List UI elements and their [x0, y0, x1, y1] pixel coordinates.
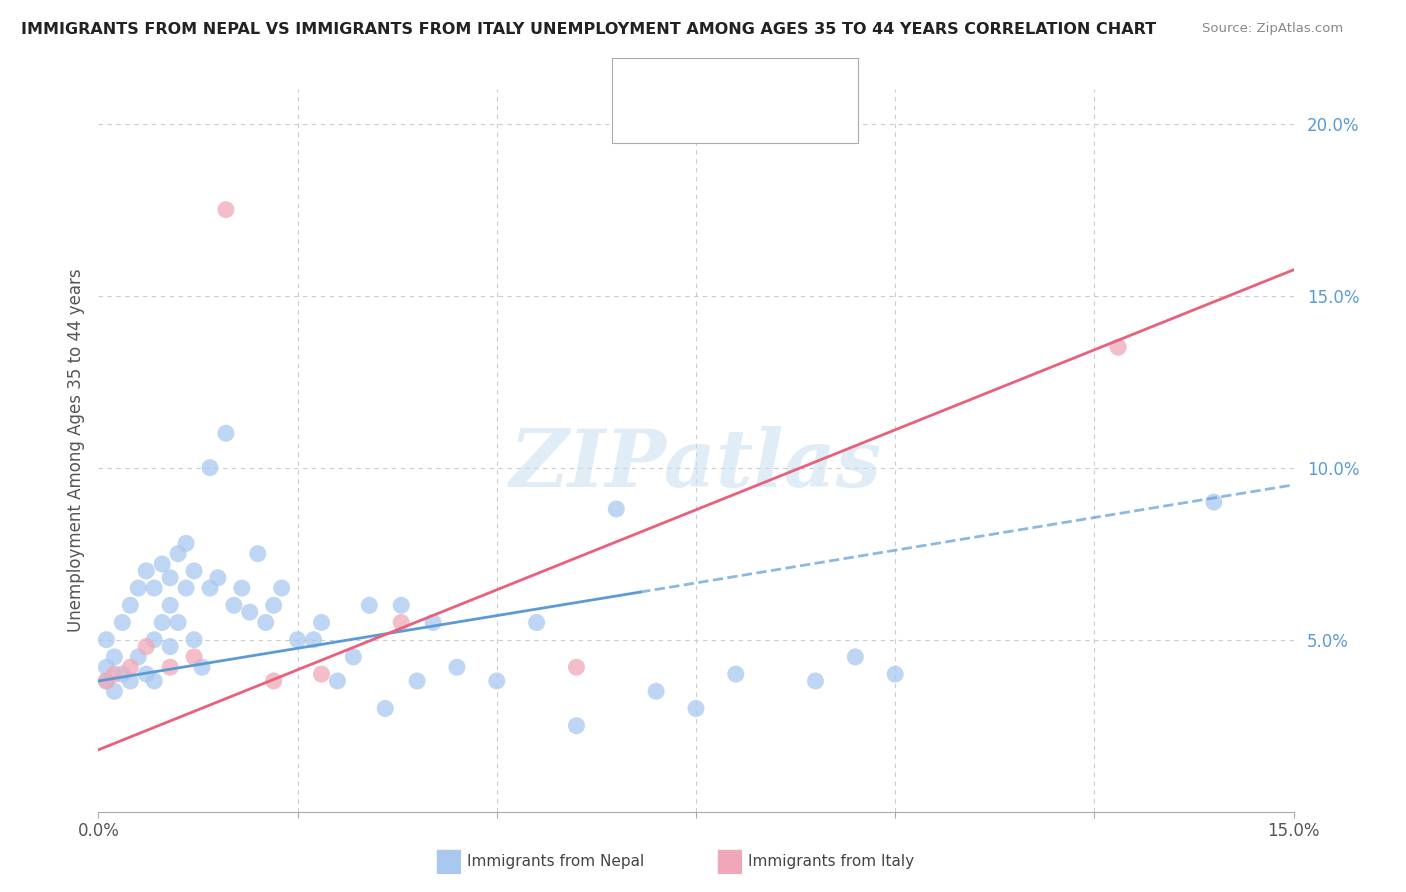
- Point: [605, 502, 627, 516]
- Point: [111, 667, 134, 681]
- Text: 0.228: 0.228: [689, 77, 737, 92]
- Text: R =: R =: [657, 109, 690, 124]
- Point: [359, 599, 381, 613]
- Text: Immigrants from Italy: Immigrants from Italy: [748, 855, 914, 869]
- Point: [143, 581, 166, 595]
- Point: [311, 615, 333, 630]
- Point: [1107, 340, 1129, 354]
- Point: [526, 615, 548, 630]
- Point: [374, 701, 396, 715]
- Point: [263, 673, 285, 688]
- Point: [565, 719, 588, 733]
- Point: [389, 599, 412, 613]
- FancyBboxPatch shape: [627, 72, 652, 96]
- Point: [183, 649, 205, 664]
- Point: [174, 536, 197, 550]
- Text: 0.585: 0.585: [689, 109, 737, 124]
- Point: [724, 667, 747, 681]
- Point: [645, 684, 668, 698]
- Point: [127, 649, 149, 664]
- Point: [207, 571, 229, 585]
- Point: [231, 581, 253, 595]
- Point: [120, 599, 142, 613]
- Point: [159, 640, 181, 654]
- Point: [111, 615, 134, 630]
- Point: [150, 557, 173, 571]
- Point: [406, 673, 429, 688]
- Point: [135, 667, 157, 681]
- Point: [246, 547, 269, 561]
- Point: [565, 660, 588, 674]
- Text: N =: N =: [752, 77, 786, 92]
- Point: [159, 571, 181, 585]
- Point: [135, 564, 157, 578]
- Point: [167, 547, 190, 561]
- Point: [150, 615, 173, 630]
- Point: [103, 667, 125, 681]
- Point: [96, 673, 118, 688]
- Point: [191, 660, 214, 674]
- FancyBboxPatch shape: [627, 104, 652, 128]
- Point: [302, 632, 325, 647]
- Point: [215, 426, 238, 441]
- Point: [103, 649, 125, 664]
- Point: [167, 615, 190, 630]
- Text: N =: N =: [752, 109, 786, 124]
- Point: [96, 673, 118, 688]
- Point: [239, 605, 262, 619]
- Point: [159, 599, 181, 613]
- Point: [1202, 495, 1225, 509]
- Point: [174, 581, 197, 595]
- Text: R =: R =: [657, 77, 690, 92]
- Point: [884, 667, 907, 681]
- Point: [135, 640, 157, 654]
- Point: [389, 615, 412, 630]
- Point: [326, 673, 349, 688]
- Y-axis label: Unemployment Among Ages 35 to 44 years: Unemployment Among Ages 35 to 44 years: [66, 268, 84, 632]
- Point: [143, 632, 166, 647]
- Text: 12: 12: [782, 109, 803, 124]
- Point: [270, 581, 292, 595]
- Point: [263, 599, 285, 613]
- Text: 61: 61: [782, 77, 803, 92]
- Text: Immigrants from Nepal: Immigrants from Nepal: [467, 855, 644, 869]
- Point: [222, 599, 245, 613]
- Point: [844, 649, 866, 664]
- Text: Source: ZipAtlas.com: Source: ZipAtlas.com: [1202, 22, 1343, 36]
- Point: [422, 615, 444, 630]
- Point: [446, 660, 468, 674]
- Point: [96, 660, 118, 674]
- Point: [215, 202, 238, 217]
- Point: [96, 632, 118, 647]
- Point: [120, 660, 142, 674]
- Point: [159, 660, 181, 674]
- Point: [804, 673, 827, 688]
- Point: [485, 673, 508, 688]
- Point: [342, 649, 364, 664]
- Point: [183, 632, 205, 647]
- Text: ZIPatlas: ZIPatlas: [510, 426, 882, 504]
- Text: IMMIGRANTS FROM NEPAL VS IMMIGRANTS FROM ITALY UNEMPLOYMENT AMONG AGES 35 TO 44 : IMMIGRANTS FROM NEPAL VS IMMIGRANTS FROM…: [21, 22, 1156, 37]
- Point: [311, 667, 333, 681]
- Point: [120, 673, 142, 688]
- Point: [183, 564, 205, 578]
- Point: [103, 684, 125, 698]
- Point: [198, 581, 221, 595]
- Point: [287, 632, 309, 647]
- Point: [143, 673, 166, 688]
- Point: [198, 460, 221, 475]
- Point: [685, 701, 707, 715]
- Point: [254, 615, 277, 630]
- Point: [127, 581, 149, 595]
